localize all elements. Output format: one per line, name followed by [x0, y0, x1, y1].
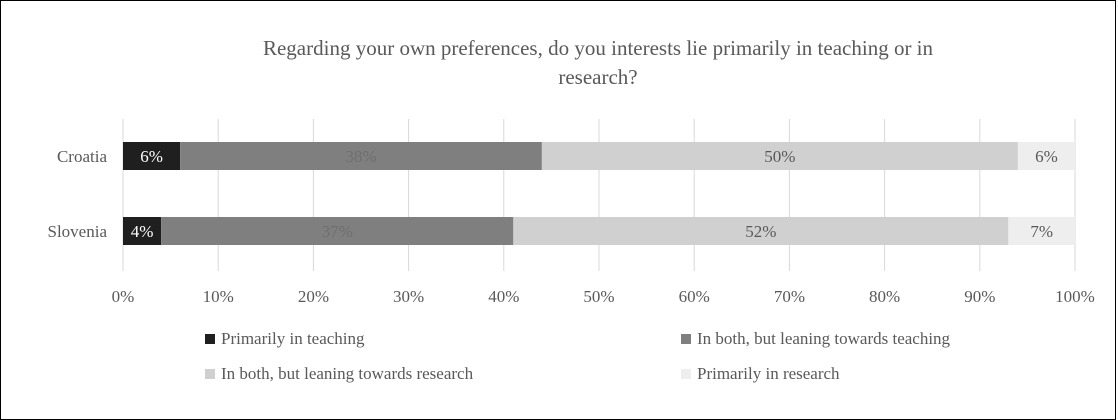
x-tick-label: 50%	[583, 287, 614, 306]
legend-label: Primarily in teaching	[221, 329, 365, 348]
bar-data-label: 7%	[1030, 222, 1053, 241]
x-tick-label: 30%	[393, 287, 424, 306]
bar-data-label: 50%	[764, 147, 795, 166]
x-tick-label: 40%	[488, 287, 519, 306]
bar-segment	[513, 217, 1009, 245]
chart-title-line: research?	[558, 65, 637, 89]
x-tick-label: 70%	[774, 287, 805, 306]
x-tick-label: 10%	[203, 287, 234, 306]
bar-data-label: 4%	[131, 222, 154, 241]
legend-swatch	[681, 334, 691, 344]
bar-data-label: 6%	[1035, 147, 1058, 166]
bar-data-label: 38%	[345, 147, 376, 166]
legend-swatch	[681, 369, 691, 379]
bar-segment	[161, 217, 514, 245]
legend-label: Primarily in research	[697, 364, 840, 383]
legend-swatch	[205, 334, 215, 344]
bar-data-label: 6%	[140, 147, 163, 166]
legend-label: In both, but leaning towards teaching	[697, 329, 951, 348]
bar-segment	[1017, 142, 1075, 170]
x-tick-label: 20%	[298, 287, 329, 306]
bar-data-label: 52%	[745, 222, 776, 241]
bar-segment	[541, 142, 1018, 170]
legend-label: In both, but leaning towards research	[221, 364, 474, 383]
bar-segment	[180, 142, 542, 170]
bar-segment	[123, 142, 181, 170]
category-label: Slovenia	[48, 222, 108, 241]
bar-segment	[123, 217, 162, 245]
x-tick-label: 80%	[869, 287, 900, 306]
x-tick-label: 0%	[112, 287, 135, 306]
bar-segment	[1008, 217, 1075, 245]
chart-title-line: Regarding your own preferences, do you i…	[263, 36, 934, 60]
bar-data-label: 37%	[322, 222, 353, 241]
x-tick-label: 90%	[964, 287, 995, 306]
x-tick-label: 100%	[1055, 287, 1095, 306]
stacked-bar-chart: Regarding your own preferences, do you i…	[48, 36, 1095, 383]
category-label: Croatia	[57, 147, 107, 166]
x-tick-label: 60%	[679, 287, 710, 306]
legend-swatch	[205, 369, 215, 379]
